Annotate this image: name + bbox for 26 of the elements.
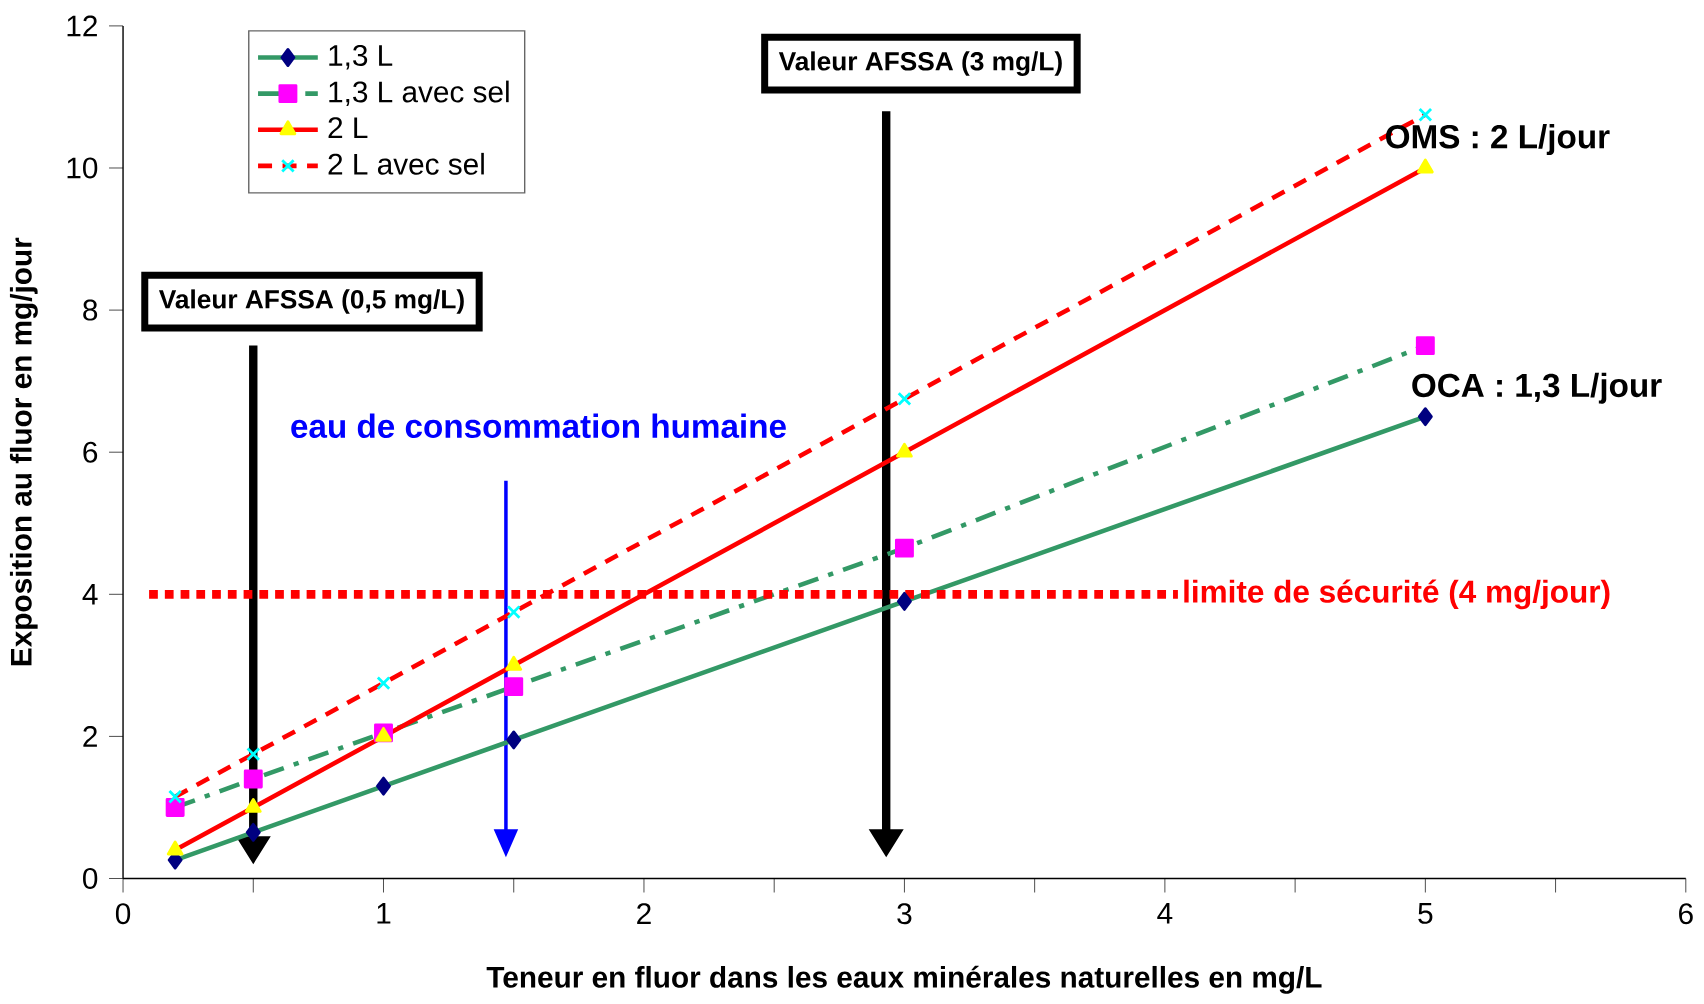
x-tick-label: 2: [637, 903, 651, 924]
x-axis-title: Teneur en fluor dans les eaux minérales naturelles en mg/L: [486, 965, 1322, 994]
annotation: OCA : 1,3 L/jour: [1412, 372, 1662, 404]
x-tick-label: 0: [115, 903, 131, 925]
y-tick-label: 6: [83, 441, 98, 463]
x-tick-label: 4: [1157, 903, 1173, 924]
y-tick-label: 2: [83, 726, 97, 747]
x-tick-label: 3: [897, 903, 912, 925]
y-axis-title: Exposition au fluor en mg/jour: [9, 237, 38, 666]
y-tick-label: 12: [67, 15, 97, 37]
y-tick-label: 4: [82, 584, 98, 605]
annotation: eau de consommation humaine: [291, 413, 786, 439]
x-tick-label: 1: [377, 903, 391, 924]
legend-label: 1,3 L: [329, 45, 393, 70]
x-tick-label: 5: [1418, 903, 1433, 924]
legend-label: 1,3 L avec sel: [329, 80, 509, 107]
legend-label: 2 L: [328, 117, 368, 139]
annotation: Valeur AFSSA (3 mg/L): [778, 51, 1062, 76]
y-tick-label: 0: [83, 868, 98, 890]
y-tick-label: 8: [83, 299, 98, 321]
x-tick-label: 6: [1679, 903, 1693, 925]
y-tick-label: 10: [67, 157, 98, 179]
annotation: Valeur AFSSA (0,5 mg/L): [158, 289, 464, 314]
legend-label: 2 L avec sel: [328, 152, 484, 175]
annotation: OMS : 2 L/jour: [1386, 124, 1610, 156]
ref-line-label: limite de sécurité (4 mg/jour): [1184, 579, 1610, 610]
